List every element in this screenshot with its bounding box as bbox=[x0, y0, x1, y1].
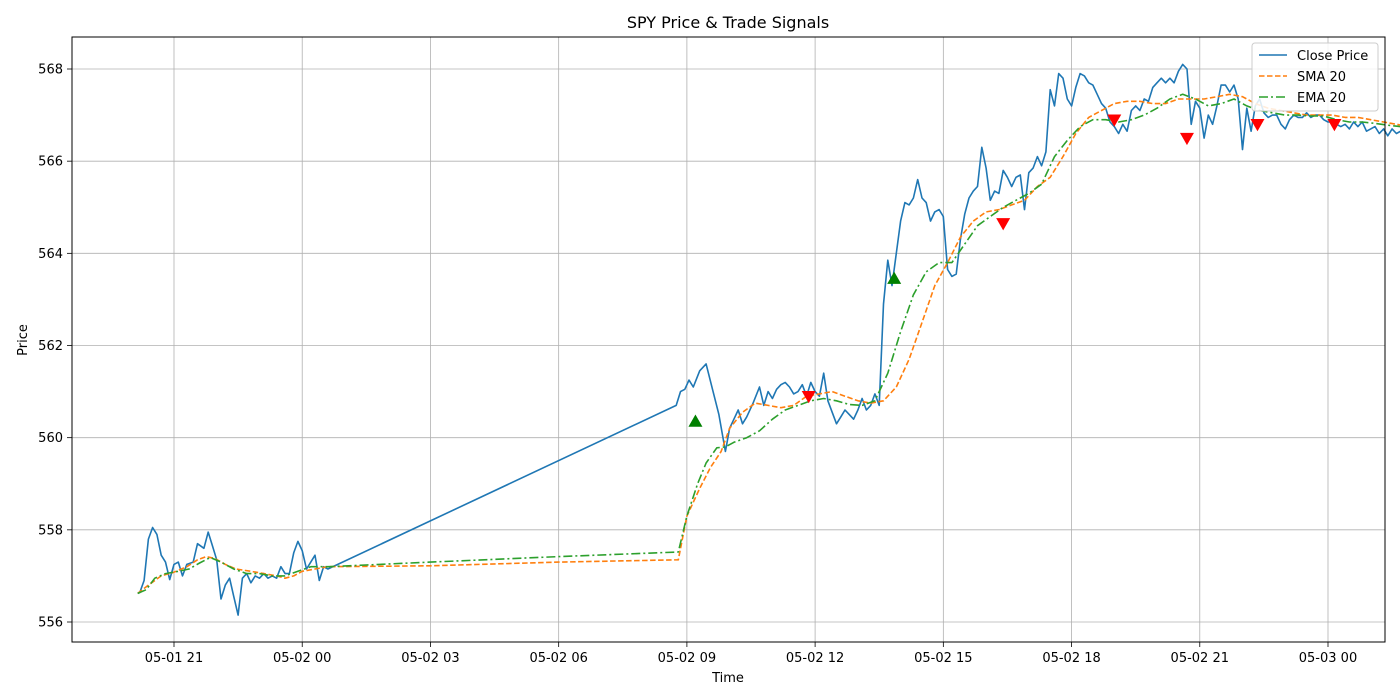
x-axis: 05-01 21 05-02 00 05-02 03 05-02 06 05-02 09… bbox=[145, 642, 1357, 666]
y-tick-label: 560 bbox=[38, 431, 63, 446]
sell-signal-marker bbox=[1179, 132, 1194, 146]
series-line-close-price bbox=[137, 63, 1400, 616]
legend-label: SMA 20 bbox=[1297, 70, 1346, 85]
buy-signal-marker bbox=[887, 271, 902, 284]
x-tick-label: 05-02 12 bbox=[786, 651, 844, 666]
sell-signal-marker bbox=[1107, 114, 1122, 127]
y-tick-label: 568 bbox=[38, 63, 63, 78]
y-tick-label: 558 bbox=[38, 523, 63, 538]
sell-signal-marker bbox=[1327, 119, 1342, 132]
x-axis-label: Time bbox=[711, 671, 744, 686]
legend: Close Price SMA 20 EMA 20 bbox=[1251, 42, 1379, 112]
y-tick-label: 556 bbox=[38, 616, 63, 631]
legend-box bbox=[1251, 42, 1379, 112]
x-tick-label: 05-02 18 bbox=[1042, 651, 1100, 666]
y-tick-label: 566 bbox=[38, 155, 63, 170]
legend-label: Close Price bbox=[1297, 49, 1368, 64]
x-tick-label: 05-02 09 bbox=[658, 651, 716, 666]
x-tick-label: 05-02 00 bbox=[273, 651, 331, 666]
buy-signal-marker bbox=[688, 414, 703, 427]
plot-background bbox=[72, 37, 1385, 642]
y-tick-label: 564 bbox=[38, 247, 63, 262]
plot-frame bbox=[71, 36, 1386, 643]
x-tick-label: 05-02 06 bbox=[529, 651, 587, 666]
y-axis-label: Price bbox=[16, 324, 31, 356]
legend-label: EMA 20 bbox=[1297, 91, 1346, 106]
x-tick-label: 05-02 21 bbox=[1171, 651, 1229, 666]
y-tick-label: 562 bbox=[38, 339, 63, 354]
signal-layer bbox=[688, 114, 1342, 427]
x-tick-label: 05-01 21 bbox=[145, 651, 203, 666]
x-tick-label: 05-03 00 bbox=[1299, 651, 1357, 666]
sell-signal-marker bbox=[1250, 119, 1265, 132]
x-tick-label: 05-02 15 bbox=[914, 651, 972, 666]
x-tick-label: 05-02 03 bbox=[401, 651, 459, 666]
plot-area bbox=[71, 36, 1400, 643]
grid bbox=[72, 37, 1385, 642]
y-axis: 556 558 560 562 564 566 568 bbox=[38, 63, 72, 631]
sell-signal-marker bbox=[801, 390, 816, 404]
sell-signal-marker bbox=[996, 218, 1011, 231]
chart-title: SPY Price & Trade Signals bbox=[627, 13, 829, 32]
